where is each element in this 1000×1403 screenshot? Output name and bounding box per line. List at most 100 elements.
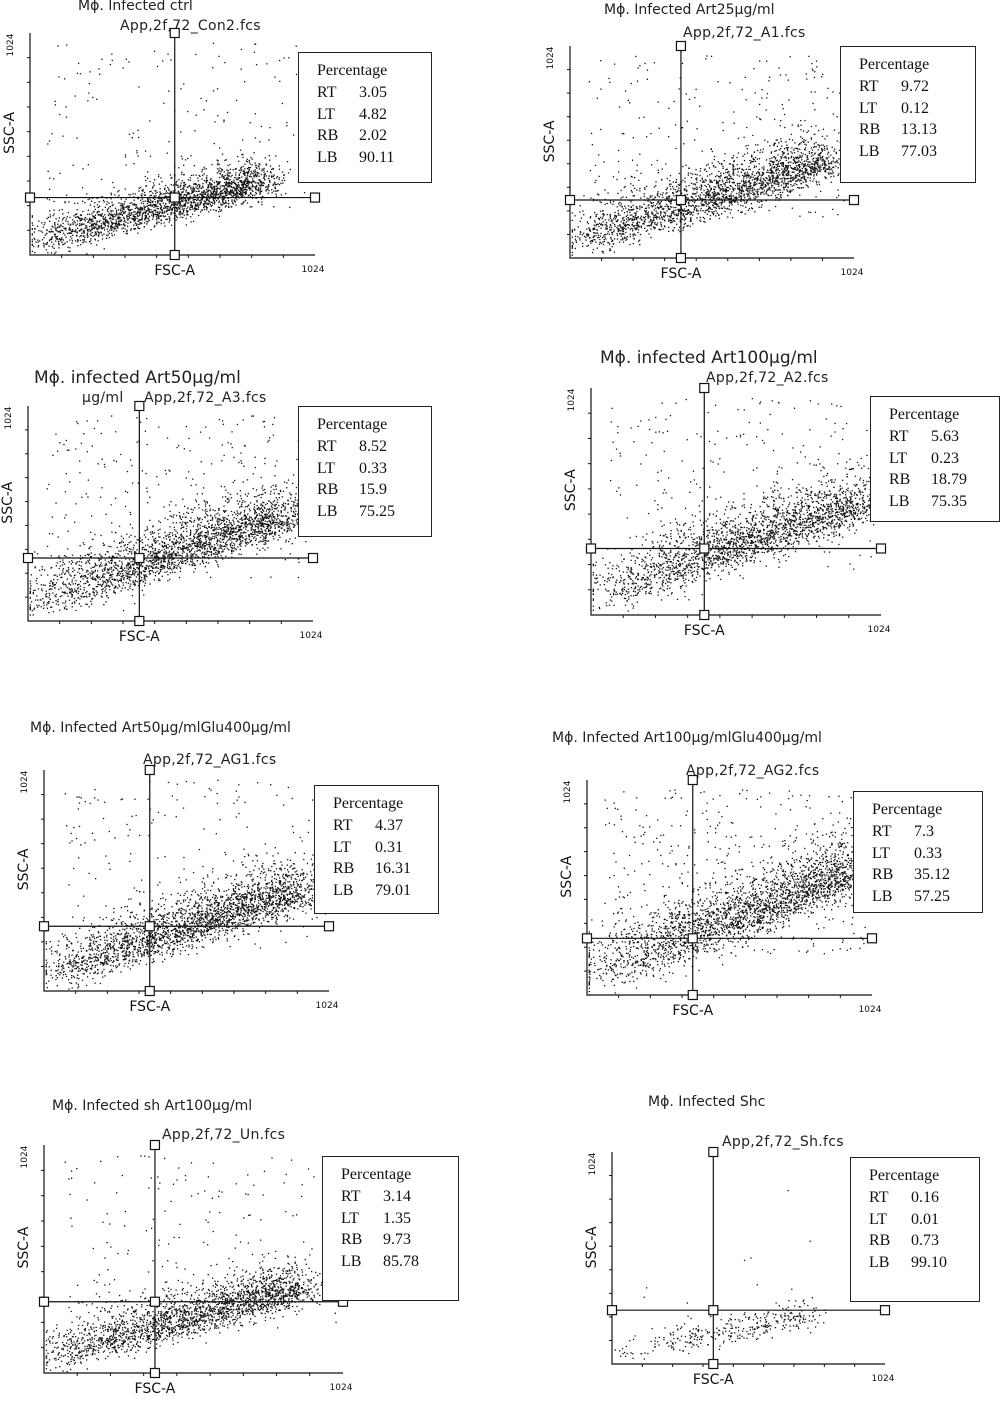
event-dot [679, 173, 680, 174]
event-dot [713, 195, 714, 196]
event-dot [186, 190, 187, 191]
event-dot [180, 182, 181, 183]
event-dot [230, 189, 231, 190]
event-dot [813, 103, 814, 104]
event-dot [715, 201, 716, 202]
event-dot [696, 182, 697, 183]
event-dot [590, 197, 591, 198]
event-dot [659, 229, 660, 230]
event-dot [233, 193, 234, 194]
event-dot [138, 228, 139, 229]
event-dot [777, 182, 778, 183]
event-dot [228, 207, 229, 208]
event-dot [587, 234, 588, 235]
event-dot [657, 217, 658, 218]
event-dot [188, 200, 189, 201]
event-dot [232, 203, 233, 204]
event-dot [595, 225, 596, 226]
event-dot [721, 208, 722, 209]
event-dot [65, 237, 66, 238]
event-dot [776, 173, 777, 174]
event-dot [74, 222, 75, 223]
event-dot [128, 61, 129, 62]
event-dot [67, 216, 68, 217]
event-dot [726, 187, 727, 188]
event-dot [718, 171, 719, 172]
event-dot [596, 214, 597, 215]
event-dot [636, 219, 637, 220]
event-dot [572, 246, 573, 247]
event-dot [599, 242, 600, 243]
event-dot [136, 218, 137, 219]
quadrant-label: RB [317, 125, 357, 147]
event-dot [686, 190, 687, 191]
event-dot [762, 152, 763, 153]
event-dot [698, 210, 699, 211]
event-dots [572, 55, 853, 256]
event-dot [730, 194, 731, 195]
event-dot [255, 113, 256, 114]
event-dot [579, 237, 580, 238]
event-dot [636, 217, 637, 218]
event-dot [581, 217, 582, 218]
event-dot [189, 208, 190, 209]
event-dot [812, 164, 813, 165]
event-dot [196, 184, 197, 185]
event-dot [718, 183, 719, 184]
event-dot [162, 200, 163, 201]
event-dot [264, 175, 265, 176]
event-dot [729, 196, 730, 197]
event-dot [104, 218, 105, 219]
event-dot [164, 205, 165, 206]
event-dot [198, 188, 199, 189]
event-dot [670, 206, 671, 207]
event-dot [589, 81, 590, 82]
event-dot [169, 218, 170, 219]
event-dot [659, 196, 660, 197]
event-dot [574, 229, 575, 230]
event-dot [248, 186, 249, 187]
event-dot [675, 182, 676, 183]
event-dot [160, 177, 161, 178]
event-dot [825, 161, 826, 162]
event-dot [253, 173, 254, 174]
event-dot [185, 194, 186, 195]
event-dot [75, 231, 76, 232]
event-dot [181, 156, 182, 157]
event-dot [109, 233, 110, 234]
event-dot [139, 209, 140, 210]
event-dot [781, 168, 782, 169]
event-dot [725, 153, 726, 154]
event-dot [622, 133, 623, 134]
event-dot [188, 179, 189, 180]
event-dot [593, 237, 594, 238]
event-dot [808, 56, 809, 57]
event-dot [38, 221, 39, 222]
event-dot [88, 210, 89, 211]
event-dot [225, 202, 226, 203]
event-dot [746, 182, 747, 183]
event-dot [740, 205, 741, 206]
event-dot [189, 193, 190, 194]
event-dot [158, 215, 159, 216]
event-dot [636, 228, 637, 229]
event-dot [692, 197, 693, 198]
event-dot [820, 155, 821, 156]
event-dot [772, 179, 773, 180]
event-dot [806, 78, 807, 79]
event-dot [129, 134, 130, 135]
event-dot [123, 67, 124, 68]
event-dot [660, 222, 661, 223]
event-dot [260, 185, 261, 186]
event-dot [69, 251, 70, 252]
event-dot [758, 163, 759, 164]
event-dot [763, 193, 764, 194]
event-dot [808, 166, 809, 167]
event-dot [141, 202, 142, 203]
event-dot [160, 193, 161, 194]
event-dot [699, 106, 700, 107]
event-dot [722, 208, 723, 209]
event-dot [820, 191, 821, 192]
